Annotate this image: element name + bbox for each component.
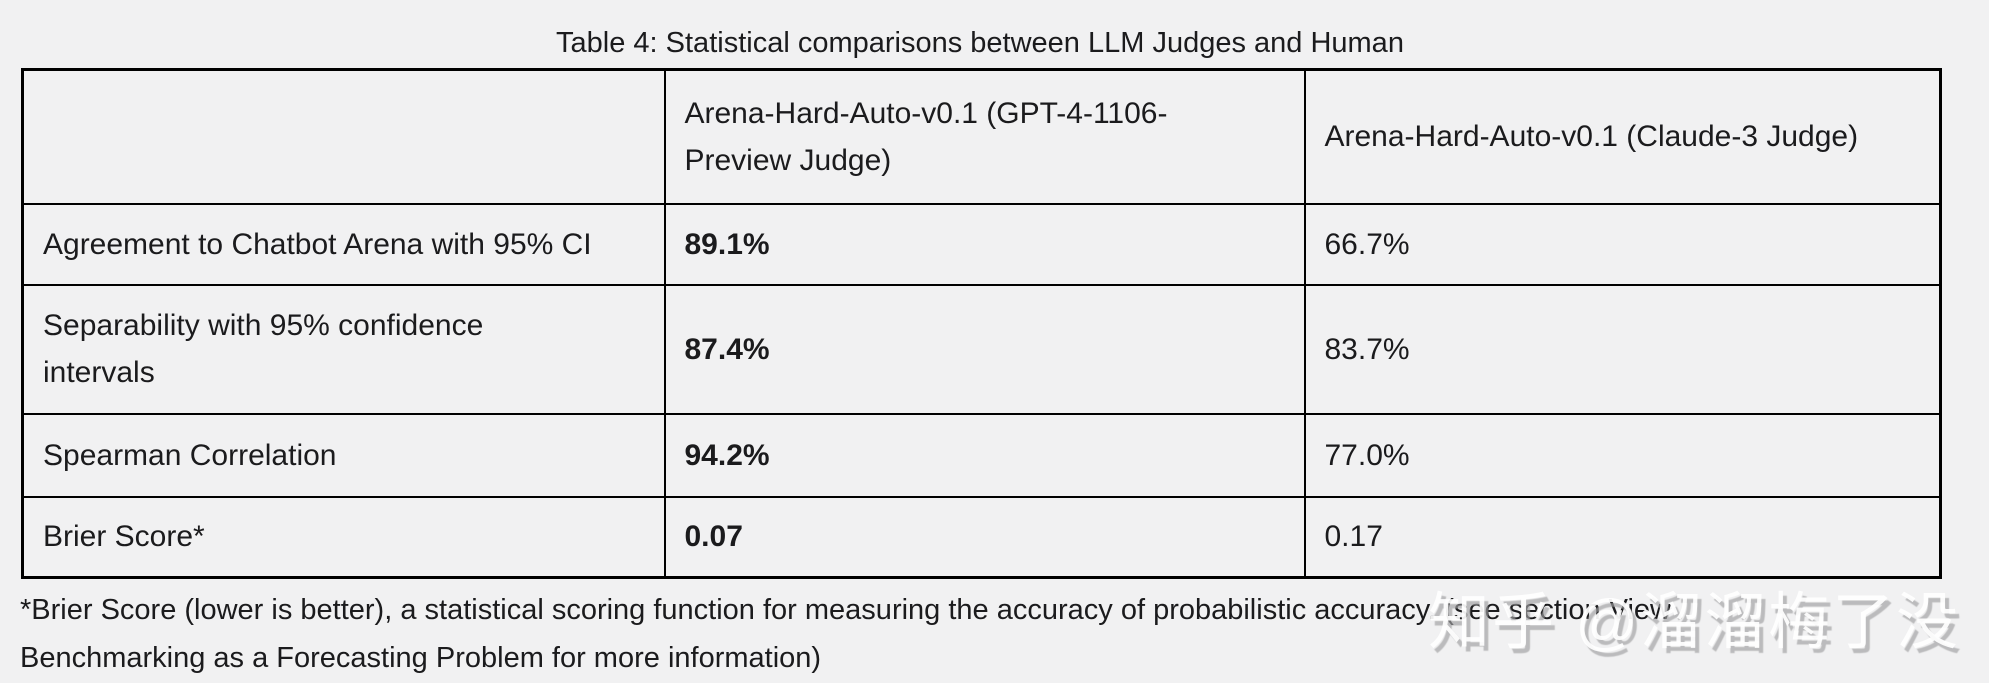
- table-row-brier: Brier Score* 0.07 0.17: [21, 495, 1942, 579]
- header-gpt4-judge: Arena-Hard-Auto-v0.1 (GPT-4-1106- Previe…: [663, 68, 1306, 205]
- metric-label-agreement: Agreement to Chatbot Arena with 95% CI: [21, 202, 666, 286]
- claude3-value-brier: 0.17: [1303, 495, 1942, 579]
- header-claude3-judge: Arena-Hard-Auto-v0.1 (Claude-3 Judge): [1303, 68, 1942, 205]
- table-row-spearman: Spearman Correlation 94.2% 77.0%: [21, 412, 1942, 498]
- comparison-table: Arena-Hard-Auto-v0.1 (GPT-4-1106- Previe…: [21, 68, 1942, 579]
- table-header-row: Arena-Hard-Auto-v0.1 (GPT-4-1106- Previe…: [21, 68, 1942, 205]
- page: Table 4: Statistical comparisons between…: [0, 26, 1989, 683]
- gpt4-value-separability: 87.4%: [663, 283, 1306, 415]
- footnote-line1: *Brier Score (lower is better), a statis…: [20, 594, 1672, 626]
- claude3-value-separability: 83.7%: [1303, 283, 1942, 415]
- claude3-value-agreement: 66.7%: [1303, 202, 1942, 286]
- table-row-separability: Separability with 95% confidence interva…: [21, 283, 1942, 415]
- claude3-value-spearman: 77.0%: [1303, 412, 1942, 498]
- table-row-agreement: Agreement to Chatbot Arena with 95% CI 8…: [21, 202, 1942, 286]
- header-empty-cell: [21, 68, 666, 205]
- table-caption: Table 4: Statistical comparisons between…: [556, 27, 1404, 59]
- metric-label-spearman: Spearman Correlation: [21, 412, 666, 498]
- footnote-line2: Benchmarking as a Forecasting Problem fo…: [20, 642, 822, 674]
- metric-label-brier: Brier Score*: [21, 495, 666, 579]
- gpt4-value-spearman: 94.2%: [663, 412, 1306, 498]
- gpt4-value-agreement: 89.1%: [663, 202, 1306, 286]
- metric-label-separability: Separability with 95% confidence interva…: [21, 283, 666, 415]
- footnote: *Brier Score (lower is better), a statis…: [20, 586, 1989, 682]
- gpt4-value-brier: 0.07: [663, 495, 1306, 579]
